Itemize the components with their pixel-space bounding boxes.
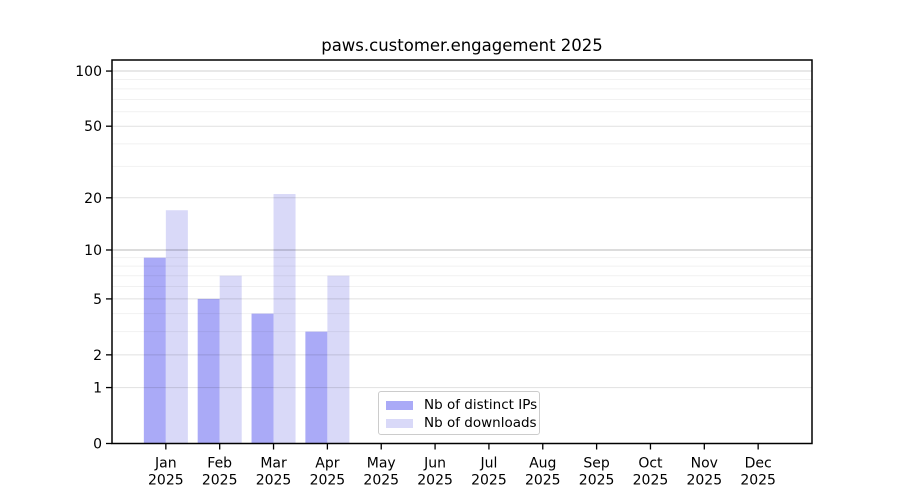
legend: Nb of distinct IPs Nb of downloads xyxy=(378,391,540,435)
x-tick-label-month-jun: Jun xyxy=(423,456,446,472)
x-tick-label-year-jun: 2025 xyxy=(417,473,453,489)
x-tick-label-year-nov: 2025 xyxy=(686,473,722,489)
y-tick-label-10: 10 xyxy=(84,243,102,259)
bar-ips-jan xyxy=(143,257,166,444)
x-tick-label-month-feb: Feb xyxy=(207,456,232,472)
x-tick-label-year-feb: 2025 xyxy=(202,473,238,489)
y-tick-label-20: 20 xyxy=(84,191,102,207)
x-tick-label-month-jul: Jul xyxy=(479,456,497,472)
legend-item-distinct-ips: Nb of distinct IPs xyxy=(386,396,539,414)
x-tick-label-year-aug: 2025 xyxy=(525,473,561,489)
y-tick-label-5: 5 xyxy=(93,292,102,308)
y-tick-label-100: 100 xyxy=(75,64,102,80)
x-tick-label-month-nov: Nov xyxy=(691,456,718,472)
x-tick-label-year-sep: 2025 xyxy=(579,473,615,489)
legend-swatch-ips-icon xyxy=(386,400,413,410)
bar-ips-feb xyxy=(197,298,220,444)
bar-downloads-jan xyxy=(165,210,188,444)
x-tick-label-year-oct: 2025 xyxy=(633,473,669,489)
x-tick-label-month-sep: Sep xyxy=(583,456,610,472)
x-tick-label-month-dec: Dec xyxy=(745,456,772,472)
bar-downloads-apr xyxy=(327,275,350,444)
bar-ips-mar xyxy=(251,313,274,444)
y-tick-label-1: 1 xyxy=(93,381,102,397)
x-tick-label-month-jan: Jan xyxy=(154,456,177,472)
x-tick-label-month-oct: Oct xyxy=(638,456,663,472)
y-tick-label-0: 0 xyxy=(93,437,102,453)
x-tick-label-month-mar: Mar xyxy=(260,456,287,472)
x-tick-label-month-may: May xyxy=(367,456,396,472)
x-tick-label-year-jan: 2025 xyxy=(148,473,184,489)
legend-swatch-downloads-icon xyxy=(386,418,413,428)
x-tick-label-month-apr: Apr xyxy=(315,456,339,472)
chart-title: paws.customer.engagement 2025 xyxy=(321,36,603,55)
x-tick-label-year-apr: 2025 xyxy=(310,473,346,489)
legend-label-distinct-ips: Nb of distinct IPs xyxy=(424,397,538,413)
y-tick-label-50: 50 xyxy=(84,119,102,135)
x-tick-label-year-mar: 2025 xyxy=(256,473,292,489)
y-tick-label-2: 2 xyxy=(93,348,102,364)
x-tick-label-year-jul: 2025 xyxy=(471,473,507,489)
bar-ips-apr xyxy=(305,331,328,444)
bar-downloads-mar xyxy=(273,194,296,444)
bar-downloads-feb xyxy=(219,275,242,444)
x-tick-label-year-may: 2025 xyxy=(363,473,399,489)
legend-item-downloads: Nb of downloads xyxy=(386,414,539,432)
legend-label-downloads: Nb of downloads xyxy=(424,415,537,431)
x-tick-label-year-dec: 2025 xyxy=(740,473,776,489)
x-tick-label-month-aug: Aug xyxy=(529,456,556,472)
axes-spines xyxy=(111,59,813,445)
